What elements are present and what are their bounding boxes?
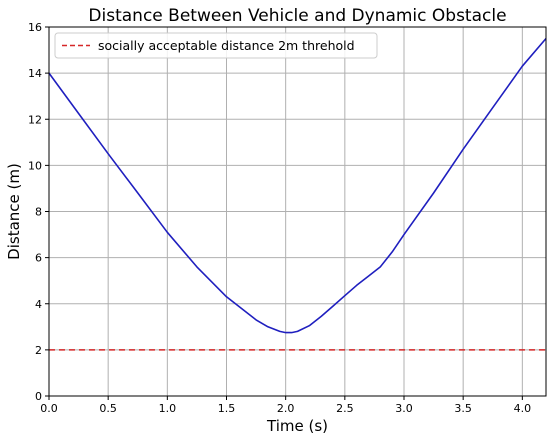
x-tick-label: 4.0 bbox=[514, 402, 532, 415]
legend: socially acceptable distance 2m threhold bbox=[54, 32, 378, 59]
x-tick-label: 0.0 bbox=[40, 402, 58, 415]
x-axis-title: Time (s) bbox=[266, 417, 328, 435]
legend-box bbox=[54, 32, 378, 59]
y-tick-label: 14 bbox=[28, 67, 42, 80]
distance-line bbox=[48, 37, 547, 334]
legend-label: socially acceptable distance 2m threhold bbox=[98, 38, 355, 53]
x-tick-label: 2.5 bbox=[336, 402, 354, 415]
y-tick-label: 16 bbox=[28, 21, 42, 34]
x-tick-label: 0.5 bbox=[99, 402, 117, 415]
y-tick-label: 8 bbox=[35, 206, 42, 219]
y-axis-title: Distance (m) bbox=[5, 163, 23, 260]
series-layer bbox=[48, 37, 547, 351]
x-tick-label: 2.0 bbox=[277, 402, 295, 415]
x-tick-label: 1.5 bbox=[218, 402, 236, 415]
y-tick-label: 0 bbox=[35, 390, 42, 403]
y-tick-label: 10 bbox=[28, 159, 42, 172]
chart-title: Distance Between Vehicle and Dynamic Obs… bbox=[88, 6, 506, 26]
ticks: 0.0 0.5 1.0 1.5 2.0 2.5 3.0 3.5 4.0 0 2 4 6 8 10 12 14 16 bbox=[28, 21, 531, 415]
y-tick-label: 12 bbox=[28, 113, 42, 126]
grid bbox=[48, 26, 546, 397]
y-tick-label: 6 bbox=[35, 252, 42, 265]
x-tick-label: 1.0 bbox=[159, 402, 177, 415]
x-tick-label: 3.0 bbox=[395, 402, 413, 415]
x-tick-label: 3.5 bbox=[454, 402, 472, 415]
y-tick-label: 2 bbox=[35, 344, 42, 357]
y-tick-label: 4 bbox=[35, 298, 42, 311]
